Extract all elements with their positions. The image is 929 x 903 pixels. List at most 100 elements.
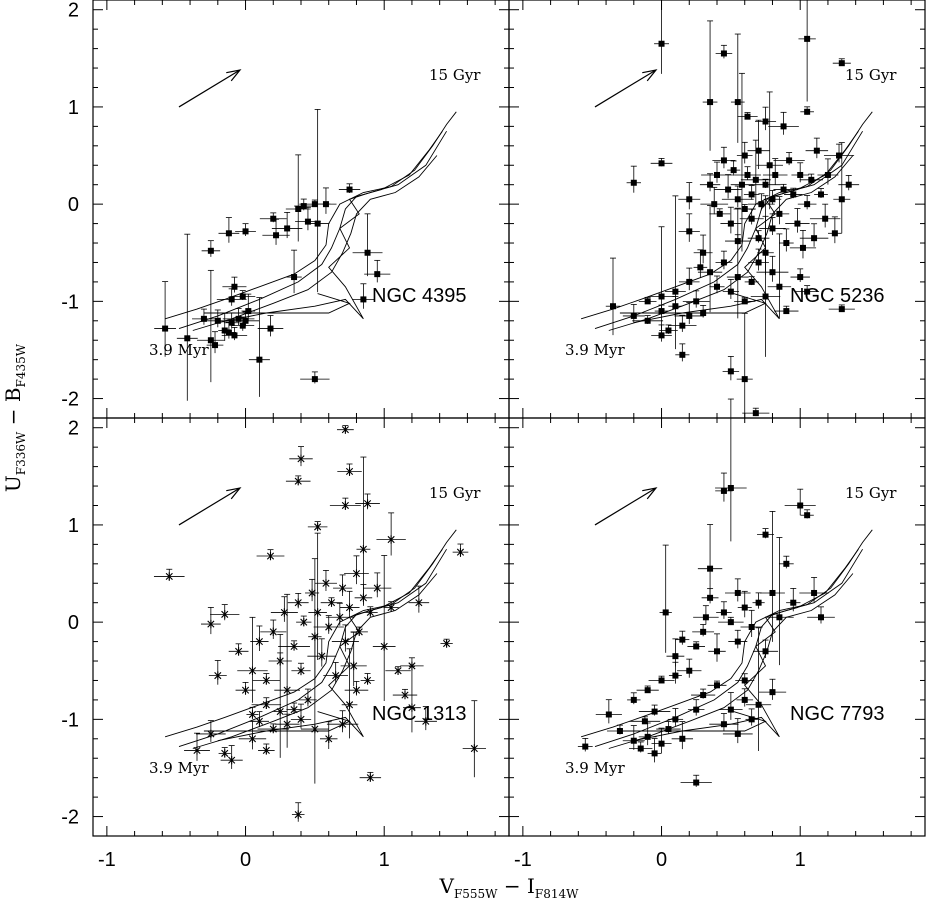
data-point <box>752 176 759 183</box>
data-point <box>651 708 658 715</box>
data-point <box>822 215 829 222</box>
data-point <box>665 327 672 334</box>
panel-1: -2 -1 0 1 2 15 Gyr 3.9 Myr NGC 4395 <box>61 0 510 419</box>
x-tick-label: 0 <box>240 849 251 871</box>
arrow-head <box>226 69 242 82</box>
data-point <box>762 181 769 188</box>
data-point <box>741 298 748 305</box>
data-point <box>702 614 709 621</box>
data-point <box>672 288 679 295</box>
age-label-old: 15 Gyr <box>429 484 481 502</box>
data-point <box>214 671 222 680</box>
data-point <box>836 152 843 159</box>
data-point <box>813 147 820 154</box>
data-point <box>672 716 679 723</box>
data-point <box>769 225 776 232</box>
data-point <box>408 661 416 671</box>
data-point <box>221 749 229 758</box>
data-point <box>363 499 372 508</box>
data-point <box>714 648 720 655</box>
data-point <box>727 368 734 375</box>
data-point <box>363 676 372 685</box>
x-axis-letter-1: V <box>439 874 455 898</box>
data-point <box>776 283 783 290</box>
model-track <box>619 293 767 314</box>
data-point <box>741 376 748 383</box>
data-point <box>231 332 238 339</box>
data-point <box>262 700 270 709</box>
data-point <box>748 191 755 198</box>
data-point <box>700 249 707 256</box>
data-point <box>641 718 648 725</box>
data-point <box>714 283 720 290</box>
data-point <box>783 308 790 315</box>
age-label-young: 3.9 Myr <box>149 341 209 359</box>
data-point <box>755 701 762 708</box>
data-point <box>207 619 215 629</box>
reddening-arrow <box>594 487 657 526</box>
y-axis-title: UF336W − BF435W <box>1 343 28 492</box>
data-point <box>269 627 277 637</box>
data-point <box>637 745 644 752</box>
data-point <box>248 734 257 743</box>
data-point <box>355 627 363 637</box>
data-point <box>741 677 748 684</box>
panel-4: -1 0 1 15 Gyr 3.9 Myr NGC 7793 <box>508 398 926 871</box>
data-point <box>267 325 274 332</box>
data-point <box>658 293 665 300</box>
data-point <box>804 288 811 295</box>
data-point <box>665 726 672 733</box>
data-point <box>700 692 707 699</box>
data-point <box>752 410 759 417</box>
reddening-arrow <box>178 487 241 526</box>
data-point <box>311 376 318 383</box>
data-point <box>387 535 395 544</box>
data-point <box>838 60 845 67</box>
data-point <box>360 296 367 303</box>
data-point <box>658 160 665 167</box>
data-point <box>686 196 693 203</box>
data-point <box>780 186 787 193</box>
data-point <box>283 720 291 729</box>
data-point <box>725 186 732 193</box>
data-point <box>280 608 288 617</box>
data-point <box>314 522 322 532</box>
data-point <box>304 218 311 225</box>
data-point <box>734 589 741 596</box>
data-point <box>734 196 741 203</box>
y-tick-label: 1 <box>68 97 79 119</box>
data-point <box>741 206 748 212</box>
data-point <box>242 317 249 324</box>
data-point <box>727 220 734 227</box>
data-point <box>790 191 797 198</box>
x-axis-title: VF555W − IF814W <box>439 874 580 901</box>
data-point <box>308 588 316 598</box>
y-tick-label: -1 <box>61 291 79 313</box>
data-point <box>762 118 769 125</box>
data-point <box>769 589 776 596</box>
model-track <box>164 529 457 738</box>
y-tick-label: -1 <box>61 709 79 731</box>
data-point <box>248 710 257 719</box>
panel-3: -2 -1 0 1 2 -1 0 1 15 Gyr 3.9 Myr NGC 1313 <box>61 417 510 871</box>
model-track <box>580 111 873 320</box>
data-point <box>582 743 589 750</box>
data-point <box>693 643 700 650</box>
y-tick-label: 2 <box>68 0 79 22</box>
data-point <box>780 123 787 130</box>
data-point <box>762 531 769 538</box>
data-point <box>242 228 249 235</box>
x-tick-label: 1 <box>379 849 390 871</box>
data-point <box>707 565 714 572</box>
data-point <box>207 729 215 739</box>
data-point <box>748 215 755 222</box>
panel-label: NGC 4395 <box>372 285 467 307</box>
data-point <box>346 186 353 193</box>
data-point <box>235 315 242 322</box>
data-point <box>720 721 727 728</box>
data-point <box>162 325 169 332</box>
data-point <box>228 755 236 765</box>
reddening-arrow <box>178 69 241 108</box>
data-point <box>387 603 395 612</box>
data-point <box>755 599 762 606</box>
